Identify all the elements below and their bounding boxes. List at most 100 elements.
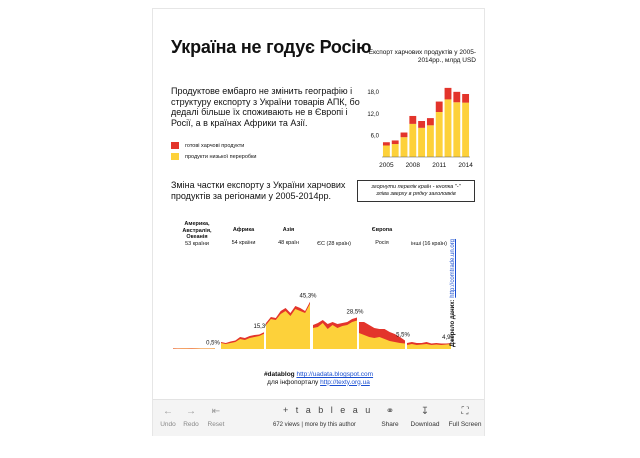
region-count: Росія (375, 240, 389, 246)
bar-raw-2008 (409, 123, 417, 157)
area-raw-2 (266, 303, 310, 349)
legend: готові харчові продукти продукти низької… (171, 140, 257, 162)
y-tick-label: 18,0 (367, 90, 379, 96)
data-source-prefix: Джерело даних: (450, 299, 456, 348)
area-raw-5 (407, 344, 451, 349)
legend-swatch-yellow (171, 153, 179, 160)
share-label: 4,9% (442, 335, 453, 341)
region-name: Європа (371, 227, 393, 233)
bar-ready-2007 (400, 132, 408, 138)
y-tick-label: 6,0 (371, 133, 380, 139)
region-count: 53 країни (185, 240, 209, 247)
share-label: 0,5% (206, 340, 220, 346)
undo-label: Undo (160, 421, 176, 428)
bar-ready-2010 (426, 118, 434, 126)
y-tick-label: 12,0 (367, 112, 379, 118)
footer-hashtag: #datablog (263, 371, 295, 378)
data-source-label: Джерело даних: http://comtrade.un.org (450, 239, 456, 347)
data-source-link[interactable]: http://comtrade.un.org (450, 238, 456, 298)
share-label: Share (381, 421, 399, 428)
region-count: 54 країни (231, 240, 256, 246)
share-icon: ⚭ (385, 406, 395, 417)
region-count: 48 країн (278, 240, 299, 246)
x-tick-label: 2008 (406, 162, 421, 169)
footer-portal-link[interactable]: http://texty.org.ua (320, 378, 370, 386)
region-name: Азія (282, 227, 295, 233)
legend-item-ready-food: готові харчові продукти (171, 140, 257, 151)
x-tick-label: 2005 (379, 162, 394, 169)
bar-raw-2005 (382, 145, 390, 157)
footer-line-1: #datablog http://uadata.blogspot.com (153, 371, 484, 379)
bar-ready-2011 (435, 101, 443, 112)
area-raw-0 (173, 348, 215, 349)
export-bar-chart: 6,0 12,0 18,0 2005 2008 2011 2014 (367, 87, 473, 169)
footer-credits: #datablog http://uadata.blogspot.com для… (153, 371, 484, 386)
infographic-canvas: Україна не годує Росію Продуктове ембарг… (153, 9, 484, 399)
redo-label: Redo (183, 421, 199, 428)
bar-ready-2014 (462, 94, 470, 103)
reset-icon: ⇤ (211, 406, 221, 417)
mini-chart-title: Експорт харчових продуктів у 2005-2014рр… (368, 49, 476, 64)
region-header-others[interactable]: інші (16 країн) (407, 241, 451, 248)
region-name: Африка (232, 227, 255, 233)
redo-button[interactable]: → Redo (176, 406, 206, 428)
bar-raw-2006 (391, 144, 399, 157)
fullscreen-icon: ⛶ (461, 406, 469, 417)
bar-ready-2012 (444, 87, 452, 100)
view-count[interactable]: 672 views | more by this author (273, 422, 356, 428)
region-header-americas[interactable]: Америка, Австралія, Океанія 53 країни (173, 221, 221, 247)
bar-raw-2013 (453, 102, 461, 157)
download-button[interactable]: ↧ Download (407, 406, 443, 428)
redo-icon: → (186, 406, 196, 417)
undo-button[interactable]: ← Undo (153, 406, 183, 428)
share-label: 5,5% (396, 333, 410, 339)
tableau-embed-frame: Україна не годує Росію Продуктове ембарг… (152, 8, 485, 436)
bar-ready-2005 (382, 142, 390, 146)
hint-line-1: згорнути перелік країн - кнопка "-" (371, 184, 461, 190)
fullscreen-button[interactable]: ⛶ Full Screen (447, 406, 483, 428)
data-source: Джерело даних: http://comtrade.un.org (443, 231, 463, 355)
share-label: 45,3% (299, 294, 317, 300)
legend-label: готові харчові продукти (185, 142, 245, 149)
bar-ready-2006 (391, 140, 399, 145)
bar-raw-2011 (435, 112, 443, 157)
share-label: 28,5% (346, 310, 364, 316)
bar-raw-2014 (462, 102, 470, 157)
bar-raw-2007 (400, 137, 408, 157)
tableau-toolbar: ← Undo → Redo ⇤ Reset + t a b l e a u 67… (153, 399, 484, 436)
region-count: ЄС (28 країн) (317, 241, 351, 247)
legend-label: продукти низької переробки (185, 153, 257, 160)
share-label: 15,3% (253, 324, 271, 330)
region-header-asia[interactable]: Азія 48 країн (266, 227, 311, 247)
undo-icon: ← (163, 406, 173, 417)
region-header-africa[interactable]: Африка 54 країни (221, 227, 266, 247)
region-header-russia[interactable]: Європа Росія (357, 227, 407, 247)
footer-blog-link[interactable]: http://uadata.blogspot.com (296, 371, 374, 378)
fullscreen-label: Full Screen (448, 421, 482, 428)
area-raw-3 (313, 320, 357, 349)
footer-middle: для інфопорталу (267, 378, 319, 386)
region-name: Америка, Австралія, Океанія (182, 221, 212, 240)
bar-ready-2008 (409, 115, 417, 124)
reset-label: Reset (207, 421, 225, 428)
region-count: інші (16 країн) (411, 241, 447, 247)
infographic-title: Україна не годує Росію (171, 37, 372, 57)
bar-raw-2009 (418, 127, 426, 157)
footer-line-2: для інфопорталу http://texty.org.ua (153, 379, 484, 387)
download-icon: ↧ (420, 406, 430, 417)
region-header-eu[interactable]: ЄС (28 країн) (311, 241, 357, 248)
download-label: Download (410, 421, 440, 428)
bar-raw-2012 (444, 99, 452, 157)
area-raw-4 (359, 333, 405, 349)
x-tick-label: 2011 (432, 162, 446, 169)
region-area-chart: 0,5% 15,3% 45,3% 28,5% 5,5% 4,9% (173, 294, 453, 349)
hint-line-2: зліва зверху в рядку заголовків (376, 191, 456, 197)
reset-button[interactable]: ⇤ Reset (201, 406, 231, 428)
share-button[interactable]: ⚭ Share (375, 406, 405, 428)
area-chart-subtitle: Зміна частки експорту з України харчових… (171, 180, 346, 201)
tableau-logo[interactable]: + t a b l e a u (283, 405, 373, 415)
x-tick-label: 2014 (458, 162, 473, 169)
bar-ready-2009 (418, 121, 426, 128)
legend-swatch-red (171, 142, 179, 149)
bar-ready-2013 (453, 91, 461, 103)
